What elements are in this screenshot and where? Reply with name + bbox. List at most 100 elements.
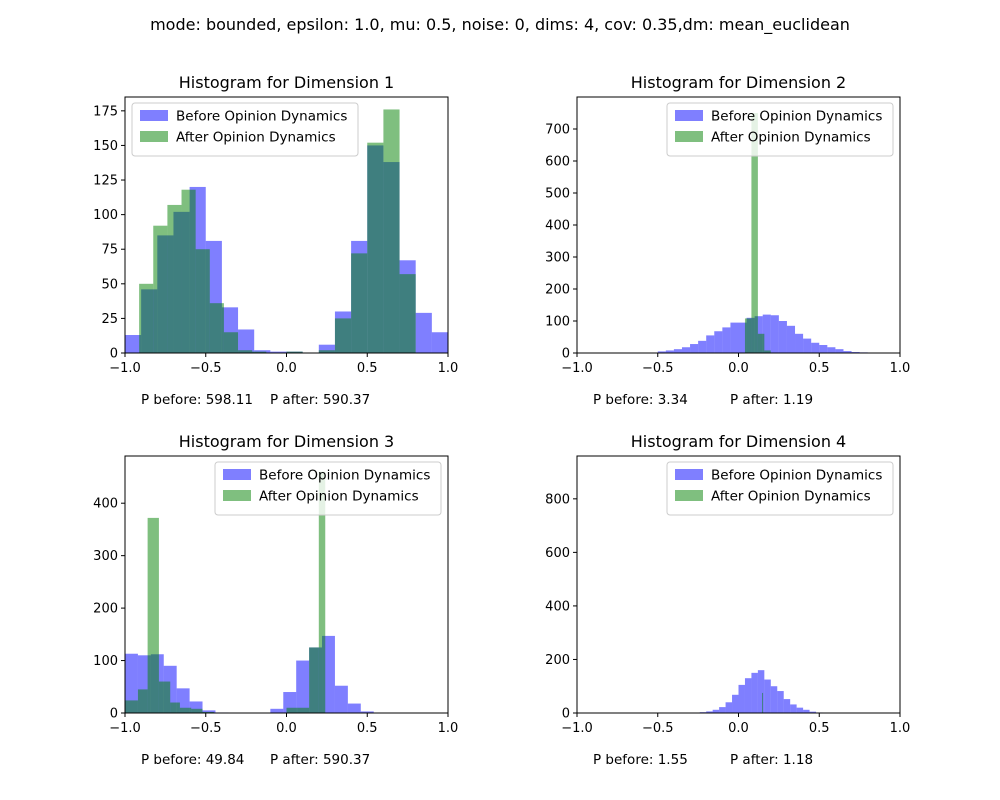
before-bar <box>125 653 138 713</box>
before-bar <box>786 325 796 353</box>
legend-swatch <box>675 490 703 501</box>
y-tick-label: 300 <box>93 549 118 564</box>
x-tick-label: −0.5 <box>642 721 674 736</box>
y-tick-label: 700 <box>545 123 570 138</box>
legend-label: Before Opinion Dynamics <box>176 109 347 125</box>
after-bar <box>351 253 368 353</box>
y-tick-label: 0 <box>562 347 570 362</box>
legend-box <box>666 461 894 516</box>
legend: Before Opinion Dynamics After Opinion Dyn… <box>666 461 894 516</box>
x-tick-label: 0.5 <box>809 361 830 376</box>
p-after-label: P after: 590.37 <box>270 392 370 408</box>
after-bar <box>744 318 752 353</box>
after-bar <box>139 283 154 353</box>
subplot-title: Histogram for Dimension 3 <box>179 432 394 451</box>
legend: Before Opinion Dynamics After Opinion Dyn… <box>131 102 359 157</box>
before-bar <box>189 701 203 713</box>
y-tick-label: 400 <box>545 219 570 234</box>
before-bar <box>698 340 707 353</box>
p-before-label: P before: 598.11 <box>141 392 253 408</box>
x-tick-label: 1.0 <box>890 361 911 376</box>
after-bar <box>223 332 239 353</box>
before-bar <box>783 699 791 713</box>
subplot-title: Histogram for Dimension 2 <box>631 73 846 92</box>
x-tick-label: −1.0 <box>561 721 593 736</box>
x-tick-label: −0.5 <box>190 361 222 376</box>
x-tick-label: −0.5 <box>642 361 674 376</box>
before-bar <box>719 707 726 713</box>
before-bar <box>725 702 733 713</box>
p-after-label: P after: 590.37 <box>270 752 370 768</box>
bars <box>699 670 823 713</box>
before-bar <box>657 351 666 353</box>
before-bar <box>803 709 810 713</box>
x-tick-label: 1.0 <box>890 721 911 736</box>
p-before-label: P before: 1.55 <box>593 752 688 768</box>
after-bar <box>252 351 267 353</box>
y-tick-label: 25 <box>101 312 118 327</box>
after-bar <box>318 471 326 713</box>
y-tick-label: 200 <box>545 653 570 668</box>
before-bar <box>712 709 720 713</box>
before-bar <box>322 635 335 713</box>
y-tick-label: 500 <box>545 187 570 202</box>
bars <box>649 113 876 353</box>
legend-label: Before Opinion Dynamics <box>711 468 882 484</box>
after-bar <box>751 113 758 353</box>
x-tick-label: −1.0 <box>109 721 141 736</box>
legend-label: After Opinion Dynamics <box>711 489 871 505</box>
y-tick-label: 800 <box>545 492 570 507</box>
before-bar <box>681 347 691 353</box>
legend-box <box>131 102 359 157</box>
y-tick-label: 50 <box>101 277 118 292</box>
before-bar <box>431 332 448 353</box>
x-tick-label: 0.0 <box>728 361 749 376</box>
p-after-label: P after: 1.18 <box>730 752 813 768</box>
suptitle: mode: bounded, epsilon: 1.0, mu: 0.5, no… <box>150 15 850 35</box>
y-tick-label: 0 <box>562 707 570 722</box>
legend-swatch <box>140 131 168 142</box>
legend-box <box>214 461 442 516</box>
y-tick-label: 200 <box>93 602 118 617</box>
before-bar <box>843 351 852 353</box>
before-bar <box>819 345 828 353</box>
after-bar <box>309 647 319 713</box>
before-bar <box>270 351 287 353</box>
legend: Before Opinion Dynamics After Opinion Dyn… <box>214 461 442 516</box>
legend-swatch <box>223 490 251 501</box>
y-tick-label: 0 <box>110 347 118 362</box>
x-tick-label: 0.5 <box>357 361 378 376</box>
y-tick-label: 0 <box>110 707 118 722</box>
x-tick-label: −1.0 <box>109 361 141 376</box>
after-bar <box>209 303 224 353</box>
after-bar <box>153 225 168 353</box>
before-bar <box>770 315 779 353</box>
x-tick-label: 1.0 <box>438 361 459 376</box>
after-bar <box>137 689 148 713</box>
legend-swatch <box>223 469 251 480</box>
after-bar <box>399 274 416 353</box>
before-bar <box>795 333 804 353</box>
subplot-title: Histogram for Dimension 1 <box>179 73 394 92</box>
subplot-4: −1.0 −0.5 0.0 0.5 1.0 0 200 400 600 800 Histogram … <box>545 432 910 768</box>
before-bar <box>665 350 674 353</box>
before-bar <box>762 314 771 353</box>
y-tick-label: 400 <box>545 599 570 614</box>
before-bar <box>334 685 348 713</box>
before-bar <box>360 711 374 713</box>
x-tick-label: 0.0 <box>276 721 297 736</box>
before-bar <box>732 694 739 713</box>
y-tick-label: 300 <box>545 251 570 266</box>
after-bar <box>195 249 210 353</box>
before-bar <box>690 344 699 353</box>
after-bar <box>191 708 203 713</box>
before-bar <box>744 678 752 713</box>
after-bar <box>757 333 765 353</box>
before-bar <box>770 686 778 713</box>
y-tick-label: 100 <box>93 208 118 223</box>
after-bar <box>147 517 159 713</box>
bars <box>125 109 448 353</box>
after-bar <box>179 707 192 713</box>
before-bar <box>714 331 723 353</box>
before-bar <box>706 711 713 713</box>
